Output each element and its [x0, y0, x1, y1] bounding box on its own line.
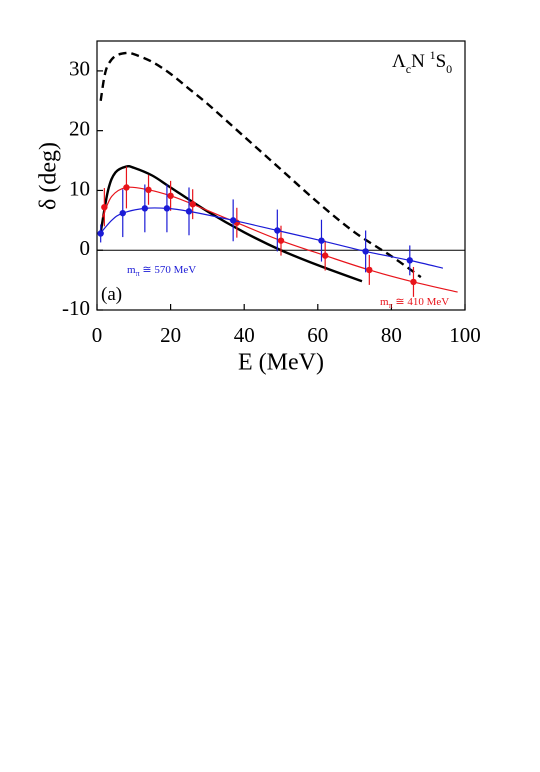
annotation-part: m [127, 264, 136, 276]
y-tick-label: 20 [69, 116, 90, 140]
data-point [123, 184, 130, 191]
annotation-part: ≅ 410 MeV [393, 296, 450, 308]
x-tick-label: 40 [234, 323, 255, 347]
annotation-part: π [389, 301, 393, 310]
annotation-part: ≅ 570 MeV [140, 264, 197, 276]
plot-frame [96, 40, 466, 311]
data-point [362, 248, 369, 255]
data-point [163, 205, 171, 212]
data-point [274, 227, 281, 234]
annotation-part: π [136, 269, 140, 278]
curve [99, 164, 363, 283]
data-point [318, 237, 325, 244]
curve [99, 51, 422, 279]
x-axis-label: E (MeV) [238, 350, 324, 376]
data-point [141, 205, 149, 212]
annotation-part: Λ [392, 51, 406, 72]
x-tick-label: 60 [307, 323, 328, 347]
annotation-part: 1 [430, 48, 436, 62]
x-tick-label: 80 [381, 323, 402, 347]
y-tick-label: 10 [69, 176, 90, 200]
x-tick-label: 0 [92, 323, 103, 347]
annotation-part: 0 [446, 62, 452, 76]
annotation: mπ ≅ 410 MeV [380, 296, 449, 311]
annotation: ΛcN 1S0 [392, 48, 452, 76]
annotation-part: S [436, 51, 447, 72]
data-point [189, 200, 196, 208]
y-tick-label: 0 [80, 236, 91, 260]
annotation-part: (a) [101, 284, 122, 305]
annotation-part: c [406, 62, 411, 76]
y-tick-label: 30 [69, 57, 90, 81]
data-point [97, 230, 104, 237]
annotation-part: N [411, 51, 429, 72]
data-point [229, 217, 237, 224]
x-tick-label: 100 [449, 323, 481, 347]
data-point [406, 257, 413, 264]
data-point [119, 209, 126, 217]
data-point [167, 192, 174, 200]
data-point [321, 252, 329, 259]
data-point [145, 186, 152, 194]
x-tick-label: 20 [160, 323, 181, 347]
y-tick-label: -10 [62, 296, 90, 320]
annotation: (a) [101, 284, 122, 305]
y-axis-label: δ (deg) [36, 142, 62, 210]
data-point [410, 278, 417, 286]
annotation: mπ ≅ 570 MeV [127, 264, 196, 279]
data-point [277, 237, 285, 244]
data-point [185, 208, 193, 215]
data-point [101, 203, 108, 211]
data-point [366, 266, 373, 274]
annotation-part: m [380, 296, 389, 308]
